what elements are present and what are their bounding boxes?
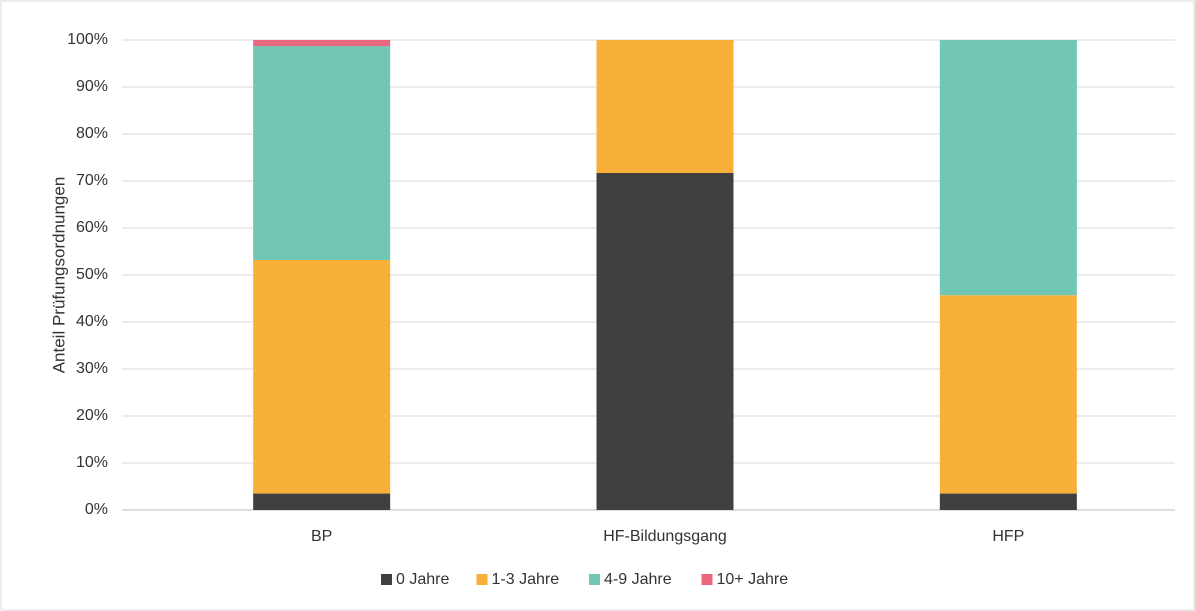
legend-label: 1-3 Jahre (492, 571, 560, 588)
legend-label: 10+ Jahre (717, 571, 789, 588)
bar-segment (596, 40, 734, 174)
y-tick-label: 60% (76, 219, 108, 236)
bar-segment (939, 493, 1077, 510)
y-tick-label: 10% (76, 454, 108, 471)
legend-label: 0 Jahre (396, 571, 449, 588)
y-axis-label: Anteil Prüfungsordnungen (49, 177, 68, 374)
y-tick-label: 90% (76, 78, 108, 95)
y-tick-label: 80% (76, 125, 108, 142)
y-tick-label: 50% (76, 266, 108, 283)
y-tick-label: 0% (85, 501, 108, 518)
legend-swatch (701, 574, 713, 585)
bar-segment (253, 40, 391, 47)
bar-segment (939, 295, 1077, 494)
legend-label: 4-9 Jahre (604, 571, 672, 588)
x-tick-label: HFP (992, 528, 1024, 545)
bar-segment (253, 493, 391, 510)
x-tick-label: BP (311, 528, 332, 545)
legend-swatch (476, 574, 488, 585)
bar-segment (939, 40, 1077, 296)
bar-segment (253, 46, 391, 260)
y-tick-label: 100% (67, 31, 108, 48)
y-tick-label: 30% (76, 360, 108, 377)
y-tick-label: 20% (76, 407, 108, 424)
bar-segment (253, 259, 391, 494)
bar-segment (596, 173, 734, 510)
y-tick-label: 40% (76, 313, 108, 330)
legend-swatch (589, 574, 600, 585)
legend-swatch (381, 574, 392, 585)
y-tick-label: 70% (76, 172, 108, 189)
x-tick-label: HF-Bildungsgang (603, 528, 727, 545)
